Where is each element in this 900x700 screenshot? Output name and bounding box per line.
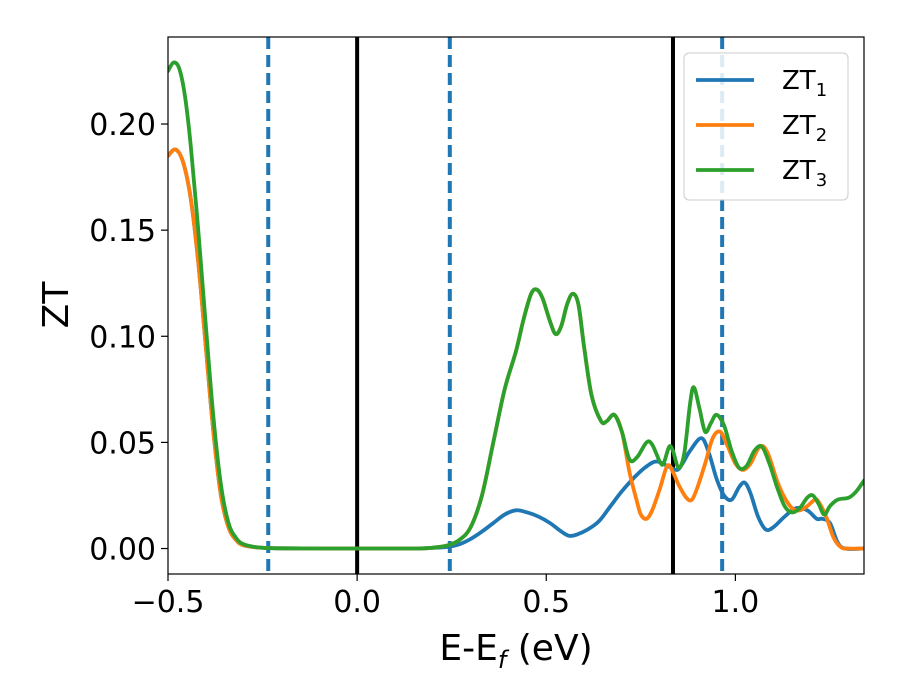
x-tick-label: −0.5 (132, 585, 205, 620)
y-axis: 0.00 0.05 0.10 0.15 0.20 (89, 108, 168, 568)
legend-label-zt2: ZT2 (782, 111, 827, 146)
y-tick-label: 0.15 (89, 214, 156, 249)
x-axis-title: E-Ef (eV) (439, 628, 592, 674)
plot-frame (167, 36, 865, 575)
x-tick-label: 0.5 (522, 585, 570, 620)
legend-box (683, 52, 849, 201)
series-line-zt3 (168, 60, 864, 551)
y-tick-label: 0.05 (89, 426, 156, 461)
x-tick-label: 0.0 (333, 585, 381, 620)
y-tick-label: 0.00 (89, 533, 156, 568)
legend-label-zt3: ZT3 (782, 156, 827, 191)
legend-label-zt1: ZT1 (782, 66, 827, 101)
y-axis-title: ZT (36, 281, 77, 329)
x-tick-label: 1.0 (712, 585, 760, 620)
x-axis: −0.5 0.0 0.5 1.0 (132, 574, 760, 620)
reference-lines (266, 37, 725, 574)
series-lines (168, 60, 864, 551)
y-tick-label: 0.10 (89, 320, 156, 355)
y-tick-label: 0.20 (89, 108, 156, 143)
legend: ZT1 ZT2 ZT3 (683, 52, 849, 201)
